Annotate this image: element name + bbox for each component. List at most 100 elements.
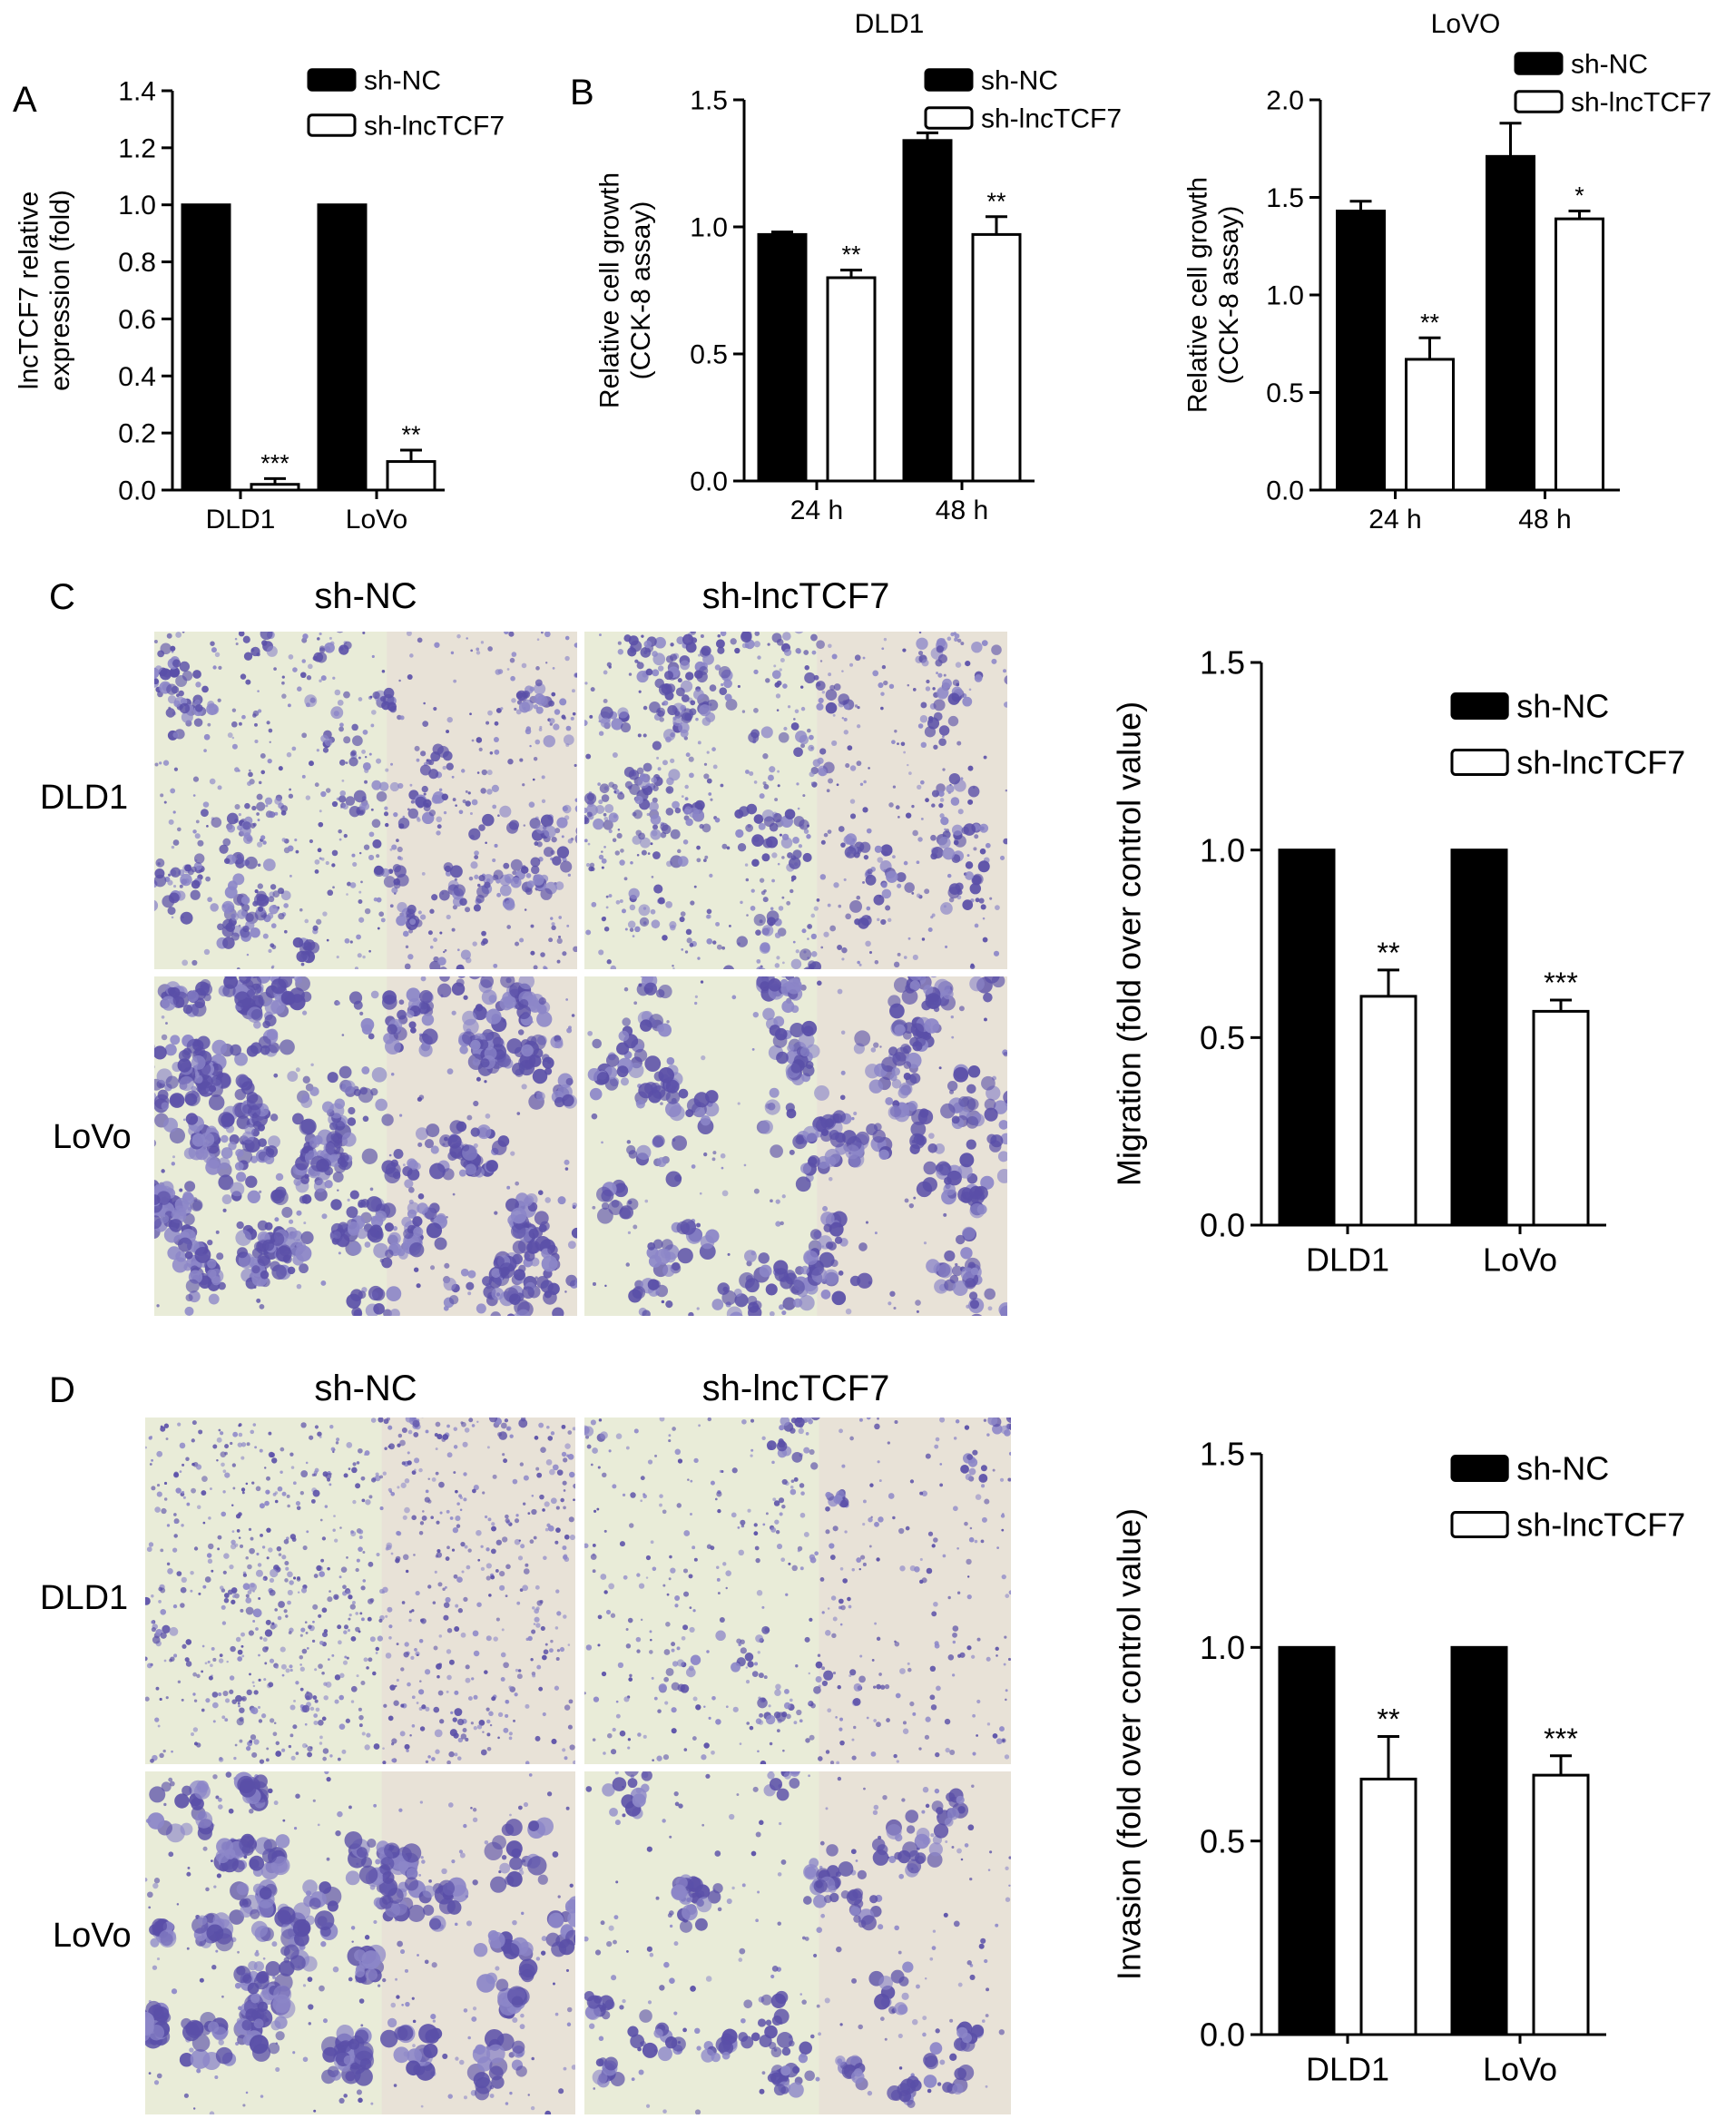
x-tick-label: LoVo: [1483, 2050, 1557, 2087]
stained-cell: [194, 1546, 198, 1550]
stained-cell: [302, 775, 306, 779]
stained-cell-cluster: [969, 976, 985, 991]
stained-cell-cluster: [251, 1265, 260, 1273]
stained-cell: [456, 634, 461, 639]
stained-cell-cluster: [453, 1717, 457, 1722]
stained-cell: [630, 905, 636, 911]
stained-cell: [976, 898, 980, 902]
stained-cell: [183, 1496, 186, 1499]
stained-cell: [419, 1639, 424, 1643]
stained-cell-cluster: [880, 919, 886, 925]
stained-cell: [241, 1487, 245, 1491]
stained-cell: [535, 1736, 541, 1741]
stained-cell: [245, 1597, 251, 1604]
stained-cell: [210, 779, 216, 785]
stained-cell: [442, 1588, 445, 1591]
stained-cell: [318, 1663, 323, 1669]
stained-cell-cluster: [386, 1163, 401, 1178]
stained-cell: [952, 1633, 957, 1638]
stained-cell-cluster: [685, 819, 692, 826]
stained-cell: [800, 1491, 805, 1496]
stained-cell: [420, 1618, 426, 1624]
stained-cell: [554, 1541, 558, 1545]
stained-cell: [193, 794, 196, 797]
stained-cell: [308, 664, 313, 670]
stained-cell: [407, 674, 413, 680]
stained-cell: [441, 1437, 446, 1442]
stained-cell: [218, 666, 221, 670]
stained-cell: [416, 1591, 420, 1595]
stained-cell: [592, 1113, 598, 1120]
stained-cell: [557, 938, 563, 944]
stained-cell-cluster: [619, 1207, 631, 1219]
stained-cell: [865, 941, 871, 947]
stained-cell: [771, 1461, 775, 1465]
stained-cell-cluster: [170, 1035, 180, 1045]
stained-cell: [418, 1193, 425, 1200]
stained-cell: [548, 1525, 554, 1532]
stained-cell: [982, 640, 988, 646]
stained-cell: [722, 1191, 729, 1197]
stained-cell: [624, 987, 629, 992]
stained-cell-cluster: [182, 1192, 192, 1202]
stained-cell: [482, 770, 487, 775]
stained-cell: [299, 1663, 302, 1666]
stained-cell: [316, 1565, 321, 1571]
stained-cell: [513, 1720, 515, 1722]
stained-cell: [694, 886, 697, 888]
stained-cell-cluster: [191, 1055, 206, 1070]
stained-cell: [491, 1696, 495, 1701]
stained-cell-cluster: [468, 1696, 473, 1701]
stained-cell: [549, 718, 555, 724]
stained-cell: [944, 674, 946, 677]
stained-cell: [704, 856, 708, 859]
stained-cell-cluster: [601, 1190, 613, 1202]
stained-cell: [776, 693, 780, 698]
stained-cell-cluster: [539, 997, 546, 1005]
stained-cell-cluster: [799, 819, 809, 829]
stained-cell-cluster: [423, 800, 432, 809]
stained-cell: [275, 1751, 281, 1757]
stained-cell: [158, 1600, 162, 1604]
stained-cell: [463, 1728, 467, 1732]
stained-cell-cluster: [300, 1470, 308, 1477]
stained-cell: [355, 1568, 358, 1572]
legend-swatch: [1452, 694, 1507, 719]
stained-cell: [820, 1577, 825, 1582]
stained-cell: [754, 1662, 758, 1665]
stained-cell-cluster: [808, 1155, 820, 1168]
stained-cell: [333, 1515, 336, 1517]
stained-cell: [613, 839, 616, 842]
stained-cell: [742, 710, 745, 712]
stained-cell: [361, 1617, 365, 1621]
stained-cell-cluster: [362, 1148, 378, 1163]
stained-cell: [695, 718, 699, 721]
stained-cell-cluster: [858, 1242, 868, 1251]
stained-cell: [239, 722, 242, 726]
stained-cell: [420, 914, 426, 919]
stained-cell: [211, 1570, 213, 1573]
x-tick-label: 48 h: [1518, 505, 1571, 535]
legend-label: sh-lncTCF7: [1516, 744, 1685, 781]
stained-cell: [996, 1654, 998, 1657]
stained-cell-cluster: [666, 808, 674, 816]
stained-cell: [440, 1512, 443, 1515]
stained-cell: [618, 1663, 623, 1668]
stained-cell: [348, 1618, 350, 1621]
stained-cell: [659, 1494, 663, 1498]
stained-cell-cluster: [346, 1206, 358, 1218]
stained-cell: [587, 1031, 593, 1036]
stained-cell: [689, 757, 694, 762]
stained-cell-cluster: [282, 1492, 287, 1496]
stained-cell: [281, 1664, 287, 1670]
stained-cell: [818, 1653, 820, 1656]
stained-cell-cluster: [245, 1176, 257, 1188]
stained-cell: [288, 846, 294, 852]
stained-cell: [446, 1649, 451, 1653]
stained-cell: [880, 692, 884, 696]
stained-cell-cluster: [938, 837, 950, 849]
stained-cell: [258, 709, 261, 712]
stained-cell-cluster: [160, 668, 172, 680]
stained-cell-cluster: [652, 824, 658, 829]
stained-cell: [419, 1531, 424, 1535]
